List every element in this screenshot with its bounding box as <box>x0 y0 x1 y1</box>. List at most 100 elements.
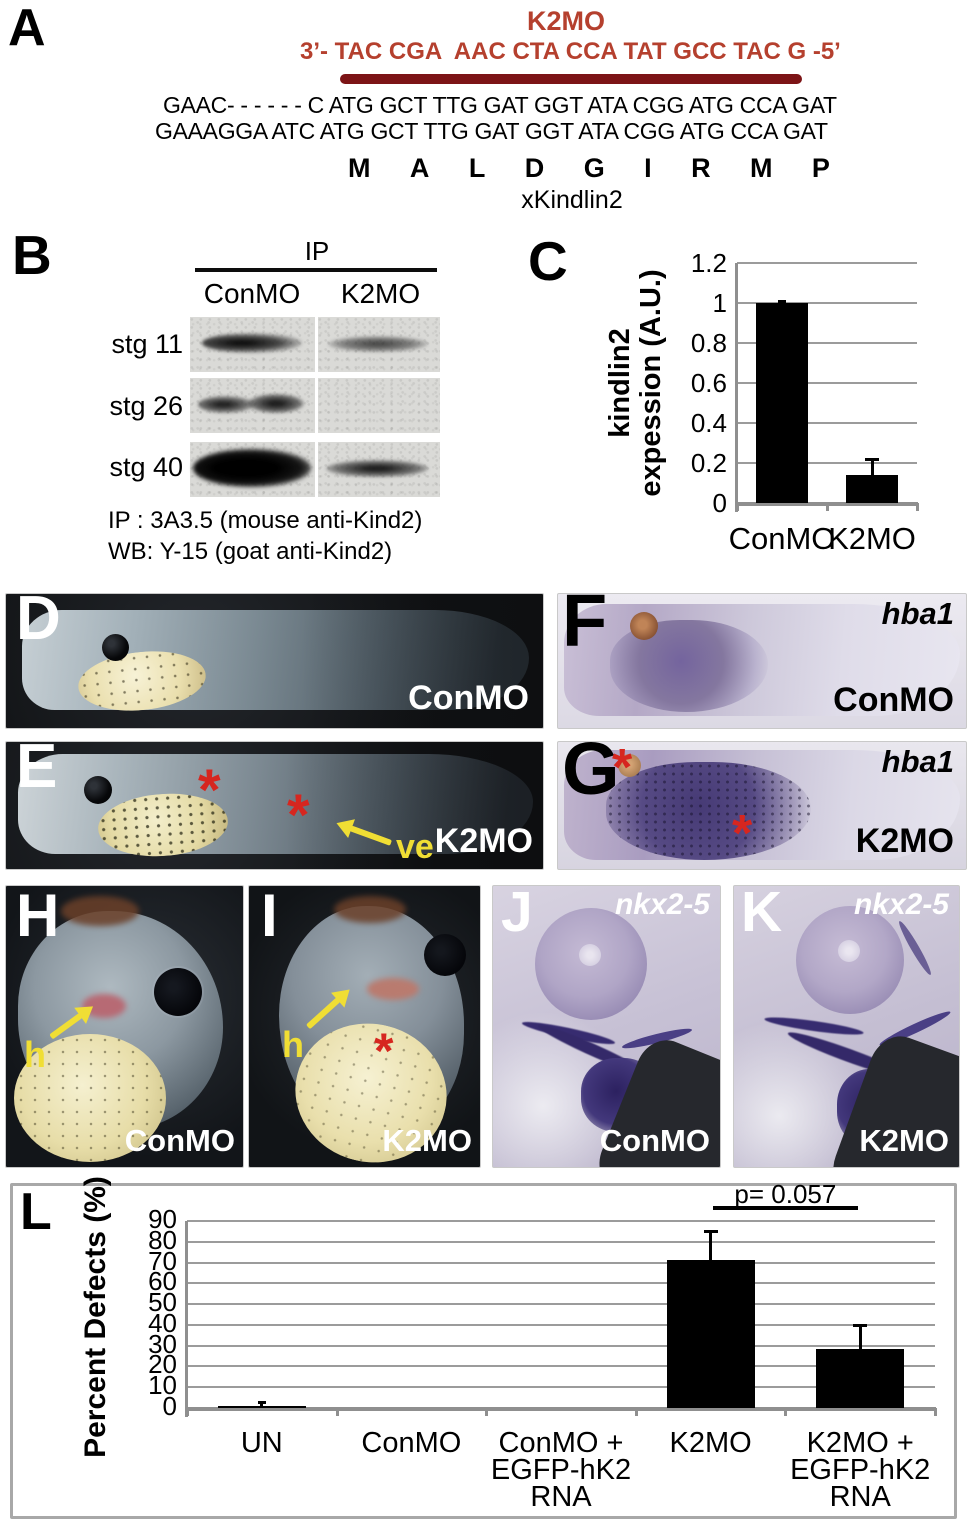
significance-bar <box>712 1206 859 1210</box>
gridline <box>187 1365 935 1368</box>
cement-gland <box>334 896 406 923</box>
y-tick-label: 0.6 <box>690 368 727 398</box>
x-category-label: ConMO <box>728 521 836 556</box>
amino-acid-row: M A L D G I R M P <box>348 153 830 184</box>
y-tick-label: 0.2 <box>690 448 727 478</box>
gridline <box>187 1220 935 1222</box>
bar <box>217 1405 306 1408</box>
heart-region <box>367 978 419 1000</box>
blot-row-label-stg11: stg 11 <box>111 329 183 359</box>
panel-h-photo: H h ConMO <box>5 885 244 1168</box>
panel-f-treatment: ConMO <box>833 681 954 719</box>
morpholino-sequence: 3’- TAC CGA AAC CTA CCA TAT GCC TAC G -5… <box>300 38 841 65</box>
panel-f-photo: F hba1 ConMO <box>557 593 967 729</box>
panel-k-letter: K <box>741 885 783 944</box>
heart-region <box>82 994 126 1018</box>
blot-band <box>328 336 428 352</box>
x-tick <box>934 1408 937 1416</box>
blot-band <box>326 460 428 477</box>
x-tick <box>186 1408 189 1416</box>
amino-acid: L <box>468 153 486 183</box>
h-annotation: h <box>282 1024 304 1065</box>
y-axis-line <box>185 1221 188 1417</box>
y-tick-label: 1 <box>712 288 727 318</box>
panel-h-letter: H <box>16 885 60 949</box>
l-y-axis-label: Percent Defects (%) <box>79 1176 112 1458</box>
blot-stg40-conmo <box>190 442 315 497</box>
blot-stg40-k2mo <box>318 442 440 497</box>
blot-band <box>193 449 311 487</box>
panel-d-treatment: ConMO <box>408 679 529 717</box>
tadpole-eye <box>84 776 112 804</box>
bar <box>756 303 808 503</box>
gridline <box>187 1344 935 1347</box>
amino-acid: I <box>644 153 652 183</box>
panel-f-letter: F <box>562 593 608 662</box>
embryo-eye <box>618 754 641 777</box>
error-bar-cap <box>853 1323 868 1327</box>
x-tick <box>916 503 919 511</box>
amino-acid: M <box>749 153 773 183</box>
gridline <box>187 1386 935 1389</box>
panel-g-gene-label: hba1 <box>881 744 954 779</box>
panel-d-photo: D ConMO <box>5 593 544 729</box>
panel-j-gene-label: nkx2-5 <box>614 888 710 921</box>
panel-e-letter: E <box>16 741 58 801</box>
gridline <box>737 422 917 424</box>
yolk <box>14 1034 166 1162</box>
gridline <box>187 1282 935 1285</box>
morpholino-name: K2MO <box>526 6 605 36</box>
panel-j-letter: J <box>501 885 533 944</box>
defect-asterisk: * <box>287 783 310 848</box>
bar <box>846 475 898 503</box>
blot-stg26-k2mo <box>318 378 440 433</box>
lane-label-conmo: ConMO <box>203 278 301 309</box>
panel-k-treatment: K2MO <box>859 1123 949 1158</box>
y-tick-label: 0 <box>712 488 727 518</box>
c-y-axis-label-line2: expession (A.U.) <box>635 269 667 497</box>
x-tick <box>335 1408 339 1416</box>
gridline <box>187 1303 935 1306</box>
defect-asterisk: * <box>612 741 633 797</box>
panel-g-treatment: K2MO <box>855 822 954 860</box>
y-tick-label: 90 <box>148 1204 177 1234</box>
error-bar-cap <box>778 300 786 303</box>
sequence-underline-bar <box>340 74 802 84</box>
y-tick-label: 80 <box>148 1224 177 1255</box>
panel-k-photo: K nkx2-5 K2MO <box>733 885 960 1168</box>
x-tick <box>634 1408 638 1416</box>
panel-g-photo: G * * hba1 K2MO <box>557 741 967 870</box>
p-value-label: p= 0.057 <box>734 1179 837 1209</box>
panel-c-label: C <box>528 230 568 292</box>
y-tick-label: 40 <box>148 1307 177 1338</box>
cement-gland <box>61 896 139 926</box>
ve-annotation: ve <box>396 828 434 866</box>
panel-f-gene-label: hba1 <box>881 596 954 631</box>
x-category-label: ConMO <box>361 1427 462 1459</box>
tadpole-eye <box>102 634 129 661</box>
ip-antibody-caption: IP : 3A3.5 (mouse anti-Kind2) <box>108 507 423 534</box>
blot-band <box>248 394 304 413</box>
y-tick-label: 20 <box>148 1349 177 1380</box>
y-tick-label: 1.2 <box>690 248 727 278</box>
error-bar-cap <box>257 1400 266 1404</box>
amino-acid: P <box>811 153 830 183</box>
x-tick <box>826 503 829 511</box>
gridline <box>737 342 917 344</box>
error-bar-stem <box>870 459 874 475</box>
ip-header: IP <box>304 236 330 266</box>
panel-a-label: A <box>8 0 46 57</box>
amino-acid: R <box>691 153 711 183</box>
eye-lens-highlight <box>838 940 860 962</box>
eye-lens-highlight <box>579 944 601 966</box>
amino-acid: G <box>583 153 605 183</box>
x-tick <box>784 1408 788 1416</box>
c-y-axis-label-line1: kindlin2 <box>604 328 636 438</box>
x-tick <box>485 1408 489 1416</box>
stained-gut-expanded <box>606 762 811 860</box>
y-tick-label: 10 <box>148 1370 177 1401</box>
amino-acid: M <box>348 153 371 183</box>
x-category-label: K2MO + EGFP-hK2 RNA <box>790 1427 931 1513</box>
amino-acid: A <box>409 153 430 183</box>
